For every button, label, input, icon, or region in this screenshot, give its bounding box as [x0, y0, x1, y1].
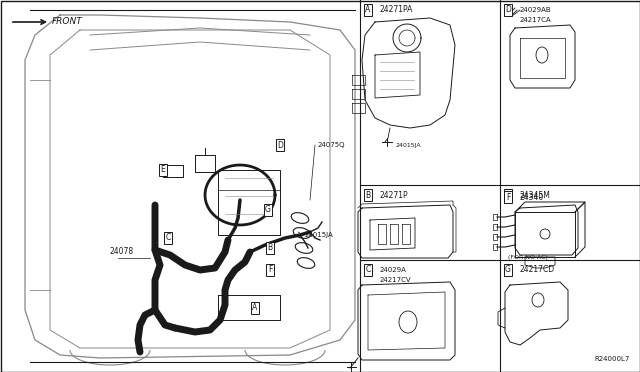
Text: G: G [265, 205, 271, 215]
Ellipse shape [532, 293, 544, 307]
Text: FRONT: FRONT [52, 17, 83, 26]
Text: E: E [161, 166, 165, 174]
Text: F: F [506, 192, 510, 202]
Text: 24217CD: 24217CD [520, 266, 555, 275]
Text: 24271PA: 24271PA [380, 6, 413, 15]
Text: 24345M: 24345M [520, 190, 551, 199]
Text: 24340: 24340 [520, 192, 544, 202]
Text: 24015JA: 24015JA [305, 232, 333, 238]
Ellipse shape [536, 47, 548, 63]
Ellipse shape [295, 243, 313, 253]
Text: 24029A: 24029A [380, 267, 407, 273]
Text: (FOR NO AC): (FOR NO AC) [508, 256, 548, 260]
Text: R24000L7: R24000L7 [595, 356, 630, 362]
Text: G: G [505, 266, 511, 275]
Text: 24271P: 24271P [380, 190, 408, 199]
Text: B: B [365, 190, 371, 199]
Text: A: A [252, 304, 258, 312]
Text: 24217CV: 24217CV [380, 277, 412, 283]
Text: 24217CA: 24217CA [520, 17, 552, 23]
Text: F: F [268, 266, 272, 275]
Ellipse shape [297, 258, 315, 268]
Text: E: E [506, 190, 510, 199]
Text: 24015JA: 24015JA [395, 142, 420, 148]
Text: A: A [365, 6, 371, 15]
Ellipse shape [399, 311, 417, 333]
Text: C: C [165, 234, 171, 243]
Text: B: B [268, 244, 273, 253]
Text: 24029AB: 24029AB [520, 7, 552, 13]
Text: C: C [365, 266, 371, 275]
Text: 24078: 24078 [110, 247, 134, 257]
Text: 24075Q: 24075Q [318, 142, 346, 148]
Text: D: D [277, 141, 283, 150]
Ellipse shape [293, 228, 311, 238]
Ellipse shape [291, 213, 308, 223]
Ellipse shape [540, 229, 550, 239]
Text: D: D [505, 6, 511, 15]
